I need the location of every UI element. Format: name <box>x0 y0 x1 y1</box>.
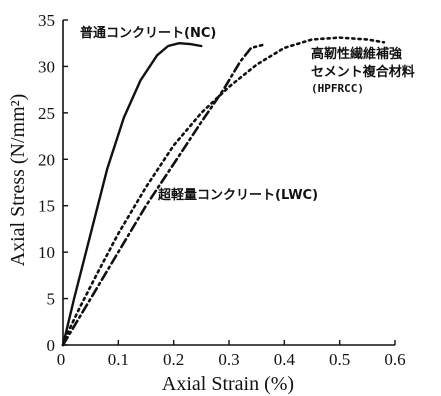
series-line-dashdot <box>61 43 264 347</box>
y-axis-title: Axial Stress (N/mm²) <box>7 94 29 267</box>
series-line-dotted <box>61 36 386 347</box>
x-tick-label: 0.4 <box>274 350 296 369</box>
x-tick-label: 0.1 <box>108 350 129 369</box>
annotation-hpfrcc-line3: (HPFRCC) <box>311 82 364 95</box>
annotation-nc: 普通コンクリート(NC) <box>80 25 216 41</box>
y-tick-label: 15 <box>38 197 55 216</box>
annotation-hpfrcc-line1: 高靭性繊維補強 <box>311 46 402 62</box>
series-lines <box>61 36 386 347</box>
y-tick-label: 20 <box>38 150 55 169</box>
x-tick-label: 0 <box>57 350 66 369</box>
y-tick-label: 35 <box>38 11 55 30</box>
y-tick-label: 25 <box>38 104 55 123</box>
x-tick-label: 0.6 <box>384 350 405 369</box>
y-tick-label: 30 <box>38 57 55 76</box>
y-tick-label: 0 <box>47 336 56 355</box>
annotation-hpfrcc-line2: セメント複合材料 <box>311 64 415 80</box>
x-ticks: 0 0.1 0.2 0.3 0.4 0.5 0.6 <box>57 340 406 369</box>
annotation-lwc: 超軽量コンクリート(LWC) <box>158 187 318 203</box>
y-ticks: 0 5 10 15 20 25 30 35 <box>38 11 68 355</box>
x-tick-label: 0.3 <box>218 350 239 369</box>
y-tick-label: 10 <box>38 243 55 262</box>
x-tick-label: 0.2 <box>163 350 184 369</box>
x-tick-label: 0.5 <box>329 350 350 369</box>
x-axis-title: Axial Strain (%) <box>162 373 294 395</box>
y-tick-label: 5 <box>47 290 56 309</box>
series-line-solid <box>61 42 203 347</box>
